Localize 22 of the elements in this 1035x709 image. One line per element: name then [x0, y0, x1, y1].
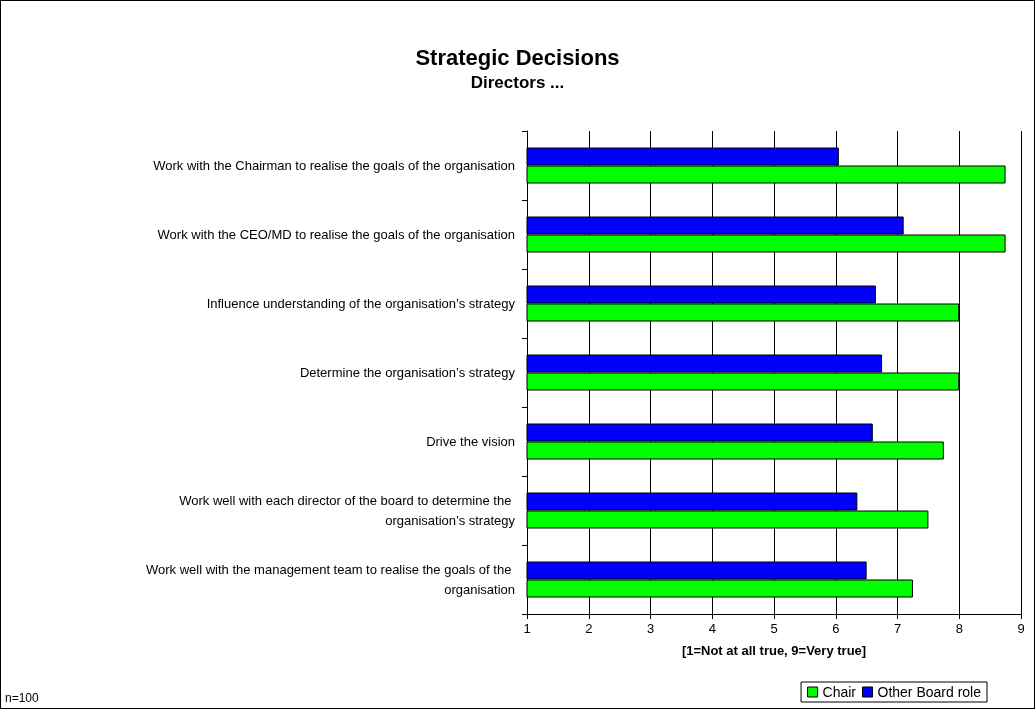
x-tick-label: 9	[1017, 621, 1025, 636]
legend-label: Other Board role	[877, 684, 982, 700]
y-tick-label: Influence understanding of the organisation’s strategy	[206, 296, 516, 311]
x-axis-title: [1=Not at all true, 9=Very true]	[681, 643, 867, 658]
x-tick-label: 2	[585, 621, 593, 636]
y-tick-label: Work with the CEO/MD to realise the goals of the organisation	[157, 227, 515, 242]
text: n=100	[5, 691, 40, 705]
x-tick-label: 5	[770, 621, 778, 636]
y-tick-label: Work well with the management team to realise the goals of the organisation	[145, 562, 515, 597]
chart-title: Strategic Decisions	[415, 44, 620, 70]
y-tick-label: Work well with each director of the board to determine the organisation’s strategy	[179, 493, 516, 528]
y-tick-label: Drive the vision	[426, 434, 515, 449]
x-tick-label: 3	[646, 621, 655, 636]
x-tick-label: 4	[708, 621, 716, 636]
y-tick-label: Determine the organisation’s strategy	[299, 365, 516, 380]
x-tick-label: 1	[523, 621, 531, 636]
chart-subtitle: Directors ...	[470, 73, 565, 92]
y-tick-label: Work with the Chairman to realise the goals of the organisation	[153, 158, 515, 173]
x-tick-label: 8	[955, 621, 963, 636]
x-tick-label: 7	[893, 621, 902, 636]
x-tick-label: 6	[832, 621, 840, 636]
legend-label: Chair	[822, 684, 857, 700]
